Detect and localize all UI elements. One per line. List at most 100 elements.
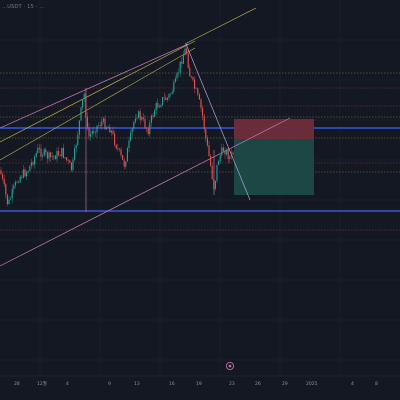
candle-body xyxy=(115,144,117,149)
candle-body xyxy=(160,105,162,107)
candle-body xyxy=(38,147,40,149)
candle-body xyxy=(13,185,15,190)
candle-body xyxy=(227,149,229,160)
candle-body xyxy=(184,48,186,56)
candle-body xyxy=(61,147,63,157)
candle-body xyxy=(179,61,181,73)
candle-body xyxy=(131,128,133,133)
candle-body xyxy=(182,55,184,64)
candle-body xyxy=(146,127,148,129)
candle-body xyxy=(82,99,84,108)
candle-body xyxy=(122,155,124,160)
x-axis-label: 16 xyxy=(169,381,175,387)
candle-body xyxy=(150,115,152,123)
candle-body xyxy=(27,171,29,173)
candle-body xyxy=(30,162,32,166)
candle-body xyxy=(34,156,36,165)
x-axis-label: 28 xyxy=(14,381,20,387)
candle-body xyxy=(54,155,56,160)
candle-body xyxy=(141,117,143,120)
candle-body xyxy=(211,165,213,180)
candle-body xyxy=(173,82,175,92)
candle-body xyxy=(42,155,44,157)
candle-body xyxy=(85,93,87,117)
candle-body xyxy=(93,131,95,133)
long-short-position-tool[interactable] xyxy=(234,119,314,195)
candle-body xyxy=(14,181,16,186)
candlesticks[interactable] xyxy=(0,45,234,207)
x-axis-label: 23 xyxy=(229,381,235,387)
candle-body xyxy=(99,125,101,127)
candle-body xyxy=(91,131,93,134)
trend-line xyxy=(0,47,196,161)
candle-body xyxy=(62,147,64,158)
candle-body xyxy=(139,111,141,120)
candle-body xyxy=(18,182,20,183)
candle-body xyxy=(48,152,50,159)
candle-body xyxy=(186,48,188,54)
candle-body xyxy=(77,134,79,146)
candle-body xyxy=(80,107,82,121)
candle-body xyxy=(206,138,208,146)
candle-body xyxy=(190,76,192,78)
x-axis-label: 9 xyxy=(108,381,111,387)
x-axis-label: 8 xyxy=(375,381,378,387)
candle-body xyxy=(0,170,2,175)
candle-body xyxy=(142,117,144,119)
candle-body xyxy=(205,129,207,139)
candle-body xyxy=(50,152,52,158)
replay-icon[interactable] xyxy=(225,361,234,370)
candle-body xyxy=(155,103,157,111)
candle-body xyxy=(229,156,231,160)
candle-body xyxy=(24,169,26,177)
candle-body xyxy=(56,151,58,160)
candle-body xyxy=(37,147,39,154)
horizontal-levels[interactable] xyxy=(0,72,400,231)
candle-body xyxy=(154,110,156,117)
candle-body xyxy=(208,145,210,157)
candle-body xyxy=(203,115,205,130)
candle-body xyxy=(94,132,96,134)
candle-body xyxy=(11,189,13,199)
trend-line xyxy=(0,117,291,267)
x-axis-label: 29 xyxy=(282,381,288,387)
candle-body xyxy=(138,111,140,118)
candle-body xyxy=(200,99,202,108)
candle-body xyxy=(195,88,197,90)
candle-body xyxy=(176,73,178,79)
candle-body xyxy=(101,121,103,127)
candle-body xyxy=(216,164,218,181)
candle-body xyxy=(136,117,138,119)
candle-body xyxy=(187,53,189,68)
candle-body xyxy=(112,130,114,134)
candle-body xyxy=(29,165,31,172)
candle-body xyxy=(128,140,130,149)
candle-body xyxy=(70,162,72,171)
x-axis-label: 26 xyxy=(255,381,261,387)
candle-body xyxy=(158,106,160,108)
candle-body xyxy=(83,93,85,100)
candle-body xyxy=(192,77,194,80)
trend-lines[interactable] xyxy=(0,7,291,267)
candle-body xyxy=(35,153,37,157)
stop-loss-zone xyxy=(234,119,314,139)
candle-body xyxy=(26,172,28,177)
candle-body xyxy=(181,61,183,64)
candle-body xyxy=(67,160,69,161)
x-axis-label: 4 xyxy=(351,381,354,387)
x-axis-label: 4 xyxy=(66,381,69,387)
candle-body xyxy=(78,120,80,135)
trend-line xyxy=(185,43,251,201)
candle-body xyxy=(218,161,220,165)
candle-body xyxy=(109,126,111,133)
candle-body xyxy=(59,155,61,157)
candle-body xyxy=(110,130,112,133)
candle-body xyxy=(19,176,21,183)
candle-body xyxy=(174,78,176,83)
candle-body xyxy=(162,97,164,106)
candle-body xyxy=(133,122,135,129)
time-axis[interactable]: 28 12월 4 9 13 16 19 23 26 29 2025 4 8 xyxy=(0,375,400,387)
vertical-markers[interactable] xyxy=(85,88,215,212)
